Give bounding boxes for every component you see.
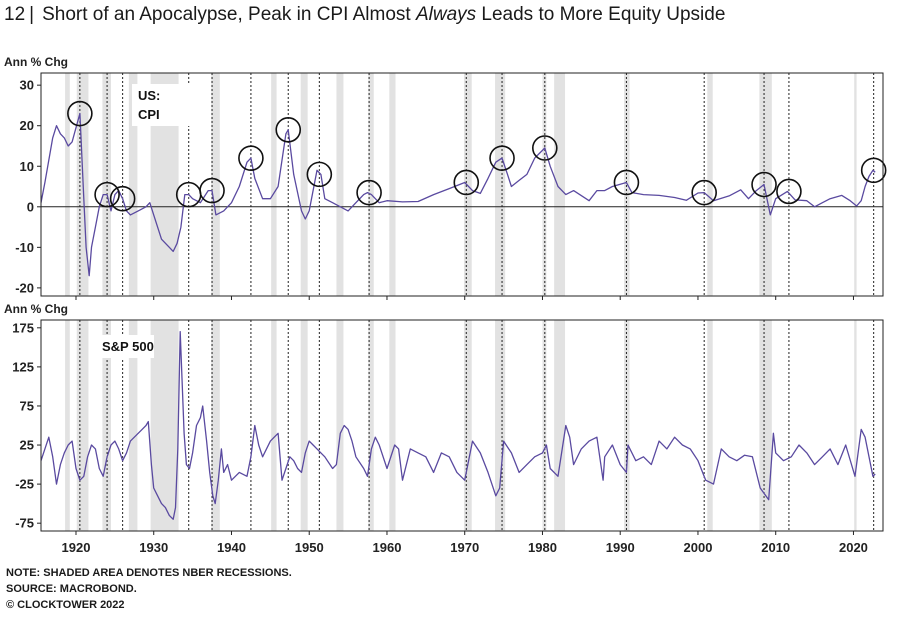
title-text-post: Leads to More Equity Upside bbox=[476, 4, 726, 25]
panel-tag-text: CPI bbox=[138, 107, 160, 122]
recession-band bbox=[707, 73, 713, 296]
recession-band bbox=[389, 320, 396, 531]
recession-band bbox=[495, 73, 506, 296]
peak-circle bbox=[109, 185, 136, 212]
x-tick-label: 1960 bbox=[373, 540, 402, 555]
x-tick-label: 1920 bbox=[62, 540, 91, 555]
peak-circle bbox=[691, 179, 717, 206]
peak-circle bbox=[356, 179, 382, 206]
x-tick-label: 1980 bbox=[528, 540, 557, 555]
recession-band bbox=[854, 73, 857, 296]
recession-band bbox=[463, 73, 472, 296]
recession-band bbox=[102, 73, 111, 296]
y-tick-label: 30 bbox=[20, 78, 34, 93]
peak-circle bbox=[238, 145, 264, 171]
panel-tag: US: CPI bbox=[132, 84, 190, 126]
x-tick-label: 2000 bbox=[684, 540, 713, 555]
peak-circle bbox=[489, 145, 515, 171]
peak-circle bbox=[751, 171, 777, 198]
recession-band bbox=[211, 320, 220, 531]
recession-band bbox=[368, 320, 374, 531]
peak-circle bbox=[199, 177, 225, 204]
recession-band bbox=[336, 320, 344, 531]
panel-tag-bg bbox=[96, 335, 154, 358]
y-tick-label: 125 bbox=[12, 359, 34, 374]
peak-circle bbox=[532, 135, 558, 161]
y-tick-label: 20 bbox=[20, 118, 34, 133]
x-tick-label: 1930 bbox=[139, 540, 168, 555]
peak-circle bbox=[306, 161, 333, 188]
recession-band bbox=[554, 320, 566, 531]
title-text-pre: Short of an Apocalypse, Peak in CPI Almo… bbox=[42, 4, 416, 25]
y-tick-label: 0 bbox=[27, 199, 34, 214]
x-tick-label: 1950 bbox=[295, 540, 324, 555]
recession-band bbox=[271, 73, 277, 296]
panel-1: 30 20 10 0 -10 -20 Ann % Chg US: CPI bbox=[4, 55, 887, 300]
recession-band bbox=[336, 73, 344, 296]
y-axis-label: Ann % Chg bbox=[4, 55, 68, 69]
peak-circle bbox=[776, 178, 802, 205]
notes-block: NOTE: SHADED AREA DENOTES NBER RECESSION… bbox=[6, 565, 292, 613]
peak-circle bbox=[94, 181, 120, 208]
series-line bbox=[41, 112, 876, 277]
recession-band bbox=[128, 320, 138, 531]
recession-band bbox=[128, 73, 138, 296]
peak-circle bbox=[67, 100, 93, 127]
panel-tag-text: US: bbox=[138, 88, 160, 103]
y-tick-label: -10 bbox=[15, 240, 34, 255]
recession-band bbox=[759, 73, 772, 296]
x-tick-label: 2020 bbox=[839, 540, 868, 555]
peak-circle bbox=[860, 157, 887, 184]
peak-circle bbox=[275, 116, 302, 143]
title-separator: | bbox=[29, 4, 35, 25]
x-tick-label: 2010 bbox=[761, 540, 790, 555]
y-tick-label: -20 bbox=[15, 280, 34, 295]
recession-band bbox=[65, 73, 70, 296]
recession-band bbox=[300, 73, 308, 296]
recession-band bbox=[707, 320, 713, 531]
recession-band bbox=[854, 320, 857, 531]
recession-band bbox=[759, 320, 772, 531]
panel-frame bbox=[40, 72, 884, 297]
y-tick-label: 75 bbox=[20, 398, 34, 413]
recession-band bbox=[271, 320, 277, 531]
recession-band bbox=[542, 73, 547, 296]
chart-title: 12 | Short of an Apocalypse, Peak in CPI A… bbox=[4, 4, 725, 26]
recession-band bbox=[554, 73, 566, 296]
y-tick-label: 175 bbox=[12, 320, 34, 335]
panel-frame bbox=[40, 319, 884, 532]
recession-band bbox=[300, 320, 308, 531]
recession-band bbox=[389, 73, 396, 296]
x-tick-label: 1940 bbox=[217, 540, 246, 555]
recession-band bbox=[463, 320, 472, 531]
x-tick-label: 1970 bbox=[450, 540, 479, 555]
figure-number: 12 bbox=[4, 4, 26, 25]
y-tick-label: 25 bbox=[20, 438, 34, 453]
recession-band bbox=[76, 320, 89, 531]
note-recessions: NOTE: SHADED AREA DENOTES NBER RECESSION… bbox=[6, 567, 292, 579]
peak-circle bbox=[613, 169, 640, 196]
recession-band bbox=[150, 320, 179, 531]
panel-tag: S&P 500 bbox=[96, 335, 154, 358]
panel-tag-bg bbox=[132, 84, 190, 126]
note-source: SOURCE: MACROBOND. bbox=[6, 583, 137, 595]
y-tick-label: 10 bbox=[20, 159, 34, 174]
recession-band bbox=[211, 73, 220, 296]
panel-tag-text: S&P 500 bbox=[102, 339, 154, 354]
y-tick-label: -75 bbox=[15, 516, 34, 531]
peak-circle bbox=[453, 169, 480, 196]
note-copyright: © CLOCKTOWER 2022 bbox=[6, 599, 125, 611]
series-line bbox=[41, 331, 876, 520]
recession-band bbox=[495, 320, 506, 531]
x-tick-label: 1990 bbox=[606, 540, 635, 555]
recession-band bbox=[65, 320, 70, 531]
y-axis-label: Ann % Chg bbox=[4, 302, 68, 316]
y-tick-label: -25 bbox=[15, 477, 34, 492]
panel-2: 175 125 75 25 -25 -75 Ann % Chg S&P 500 1920 1930… bbox=[4, 302, 884, 555]
title-text-emph: Always bbox=[415, 4, 477, 25]
recession-band bbox=[368, 73, 374, 296]
